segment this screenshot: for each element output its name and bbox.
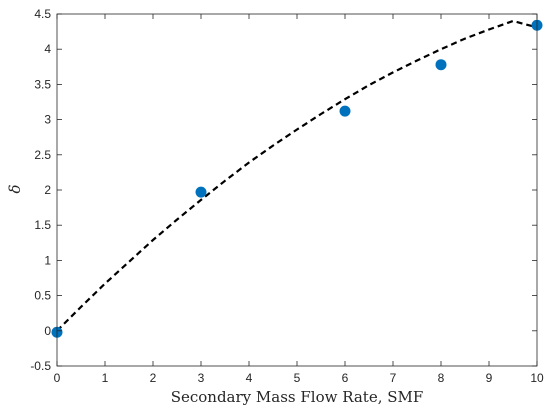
x-tick-label-6: 6 (342, 371, 349, 385)
x-ticks: 0 1 2 3 4 5 6 7 8 9 10 (54, 14, 544, 385)
x-tick-label-9: 9 (486, 371, 493, 385)
data-point-1 (195, 186, 207, 198)
x-tick-label-5: 5 (294, 371, 301, 385)
y-tick-label-4: 1.5 (34, 218, 51, 232)
x-axis-label: Secondary Mass Flow Rate, SMF (171, 388, 424, 406)
x-tick-label-0: 0 (54, 371, 61, 385)
data-points-layer (51, 19, 543, 338)
plot-area (57, 14, 537, 366)
x-tick-label-7: 7 (390, 371, 397, 385)
fit-curve-layer (56, 19, 538, 332)
y-axis-label: δ (6, 184, 24, 193)
y-tick-label-10: 4.5 (34, 7, 51, 21)
y-tick-label-0: -0.5 (30, 359, 51, 373)
x-tick-label-2: 2 (150, 371, 157, 385)
x-tick-label-1: 1 (102, 371, 109, 385)
y-tick-label-1: 0 (44, 324, 51, 338)
y-tick-label-5: 2 (44, 183, 51, 197)
y-tick-label-3: 1 (44, 253, 51, 267)
plot-background (57, 14, 537, 366)
data-point-2 (339, 105, 351, 117)
x-tick-label-3: 3 (198, 371, 205, 385)
x-tick-label-10: 10 (530, 371, 544, 385)
x-tick-label-4: 4 (246, 371, 253, 385)
data-point-3 (435, 59, 447, 71)
fit-curve (56, 19, 538, 332)
y-tick-label-9: 4 (44, 42, 51, 56)
y-tick-label-8: 3.5 (34, 77, 51, 91)
y-tick-label-2: 0.5 (34, 289, 51, 303)
y-tick-label-7: 3 (44, 113, 51, 127)
y-ticks: -0.5 0 0.5 1 1.5 2 2.5 3 3.5 4 4.5 (30, 7, 537, 373)
y-tick-label-6: 2.5 (34, 148, 51, 162)
x-tick-label-8: 8 (438, 371, 445, 385)
